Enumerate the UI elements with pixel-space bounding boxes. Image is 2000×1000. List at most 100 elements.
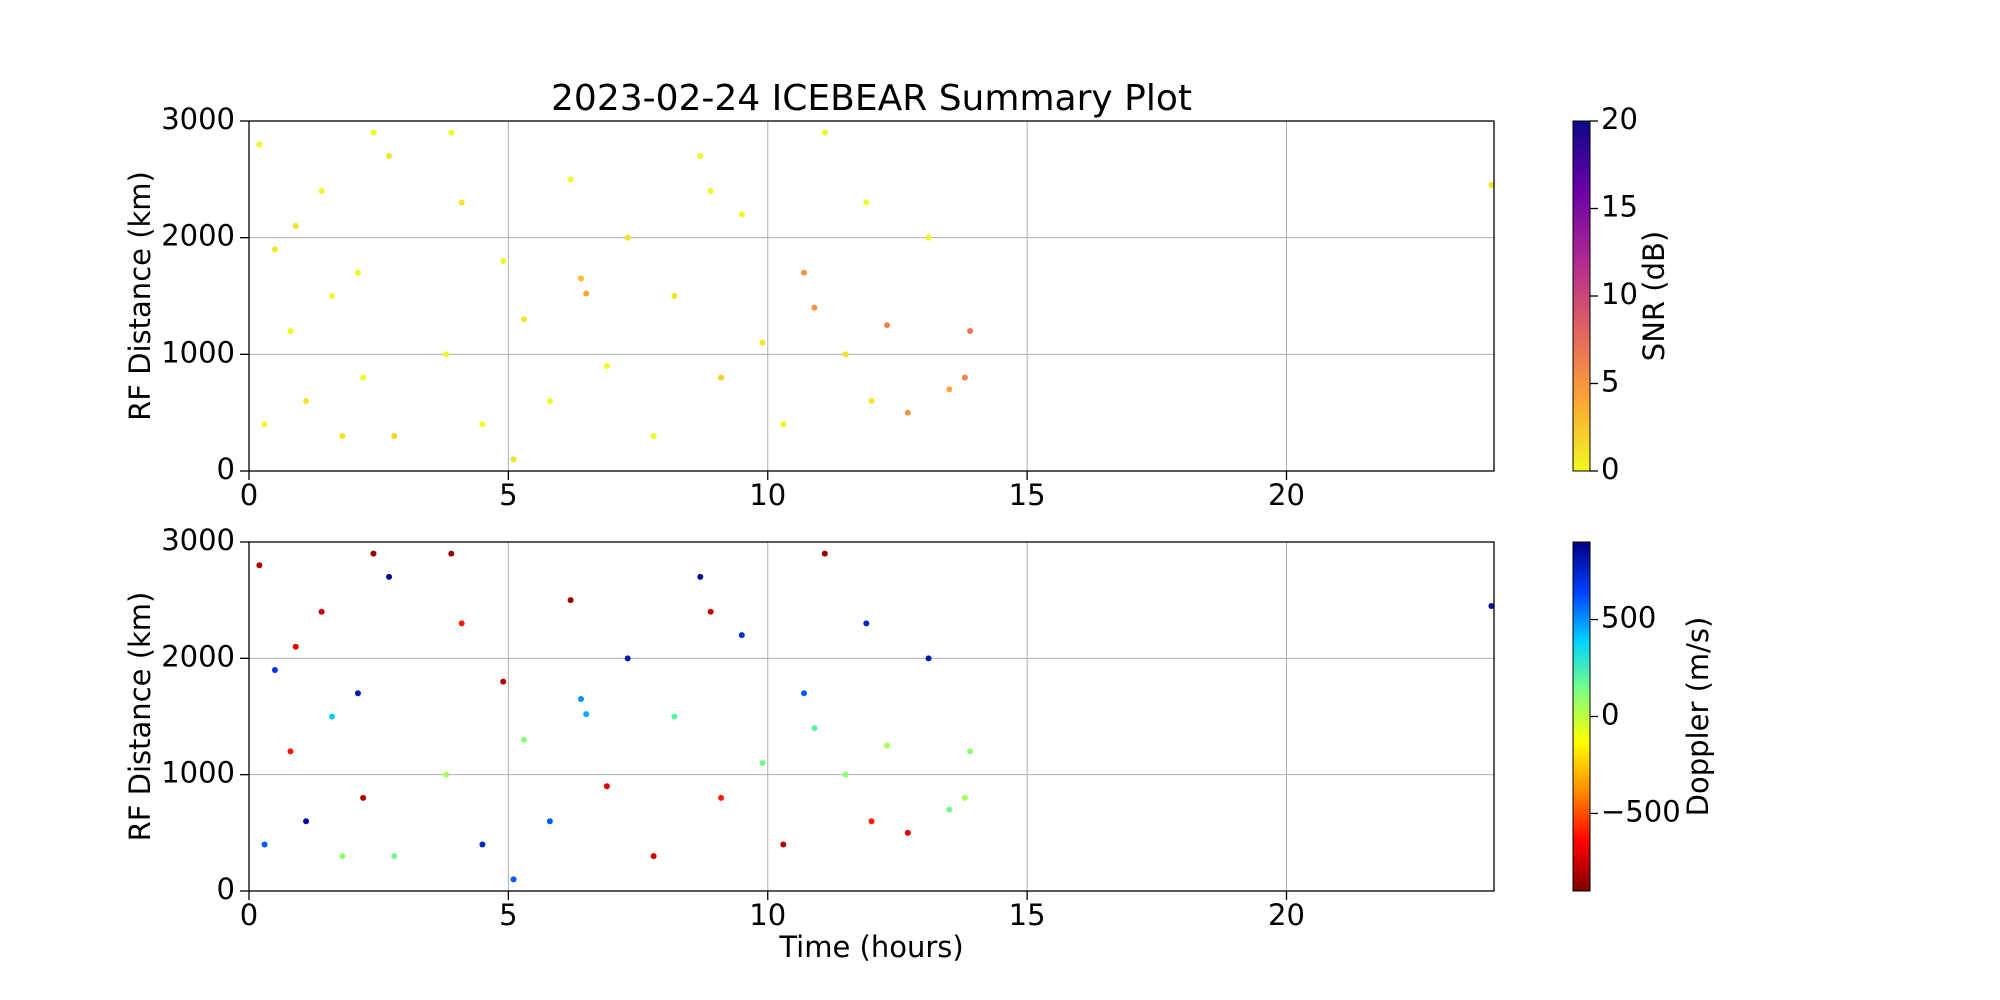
data-point [448, 129, 455, 136]
data-point [448, 550, 455, 557]
data-point [271, 246, 278, 253]
data-point [842, 351, 849, 358]
data-point [697, 153, 704, 159]
y-axis-label: RF Distance (km) [123, 592, 157, 842]
data-point [271, 666, 278, 673]
colorbar-tick-label: 0 [1601, 698, 1619, 732]
y-tick-label: 0 [217, 452, 235, 486]
plot-frame [248, 120, 1495, 472]
data-point [458, 620, 465, 627]
colorbar-tick-label: 500 [1601, 601, 1656, 635]
data-point [738, 632, 745, 639]
data-point [391, 433, 398, 439]
data-point [697, 573, 704, 580]
data-point [443, 771, 450, 778]
data-point [624, 655, 631, 662]
data-point [546, 398, 553, 404]
data-point [780, 841, 787, 848]
data-point [718, 374, 725, 381]
data-point [303, 818, 310, 825]
x-tick-label: 0 [240, 478, 258, 512]
colorbar [1572, 120, 1591, 472]
colorbar-tick-label: 20 [1601, 102, 1638, 136]
x-tick-label: 15 [1009, 478, 1046, 512]
colorbar [1572, 541, 1591, 892]
data-point [884, 322, 891, 329]
data-point [863, 199, 870, 206]
colorbar-tick-label: 10 [1601, 277, 1638, 311]
y-tick-label: 2000 [161, 639, 235, 673]
data-point [510, 456, 517, 463]
data-point [624, 234, 631, 241]
data-point [354, 690, 361, 697]
x-tick-label: 5 [499, 478, 517, 512]
data-point [811, 304, 818, 311]
data-point [925, 655, 932, 662]
data-point [1488, 182, 1495, 189]
data-point [329, 293, 335, 299]
data-point [287, 328, 294, 334]
data-point [863, 620, 870, 627]
data-point [904, 829, 911, 836]
data-point [386, 573, 393, 580]
data-point [443, 351, 450, 358]
data-point [567, 176, 574, 183]
data-point [287, 748, 294, 755]
data-point [961, 794, 968, 801]
data-point [500, 258, 507, 264]
colorbar-label: Doppler (m/s) [1681, 617, 1715, 817]
data-point [650, 433, 657, 439]
data-point [961, 374, 968, 381]
data-point [603, 363, 610, 369]
data-point [386, 153, 393, 159]
data-point [868, 398, 875, 404]
data-point [318, 188, 325, 194]
colorbar-tick-label: 5 [1601, 365, 1619, 399]
data-point [360, 794, 367, 801]
data-point [967, 748, 974, 755]
x-tick-label: 20 [1268, 898, 1305, 932]
y-tick-label: 1000 [161, 335, 235, 369]
y-tick-label: 0 [217, 872, 235, 906]
x-tick-label: 5 [499, 898, 517, 932]
x-tick-label: 15 [1009, 898, 1046, 932]
data-point [583, 711, 590, 718]
data-point [650, 853, 657, 860]
data-point [303, 398, 310, 404]
data-point [339, 433, 346, 439]
data-point [578, 696, 584, 703]
data-point [370, 550, 377, 557]
data-point [500, 678, 507, 685]
data-point [821, 550, 828, 557]
colorbar-tick-label: 0 [1601, 452, 1619, 486]
chart-title: 2023-02-24 ICEBEAR Summary Plot [551, 78, 1192, 119]
colorbar-tick-label: −500 [1601, 794, 1681, 828]
data-point [567, 597, 574, 604]
data-point [458, 199, 465, 206]
data-point [967, 328, 974, 334]
data-point [759, 760, 766, 767]
data-point [329, 713, 335, 720]
data-point [946, 386, 953, 393]
data-point [339, 853, 346, 860]
data-point [318, 608, 325, 615]
data-point [1488, 602, 1495, 609]
colorbar-label: SNR (dB) [1637, 231, 1671, 361]
data-point [256, 562, 263, 569]
data-point [354, 269, 361, 276]
x-tick-label: 10 [749, 898, 786, 932]
data-point [801, 690, 808, 697]
data-point [811, 725, 818, 732]
data-point [510, 876, 517, 883]
plot-frame [248, 541, 1495, 892]
data-point [578, 275, 584, 282]
data-point [370, 129, 377, 136]
y-tick-label: 3000 [161, 102, 235, 136]
data-point [707, 608, 714, 615]
data-point [884, 742, 891, 749]
x-tick-label: 0 [240, 898, 258, 932]
data-point [718, 794, 725, 801]
colorbar-tick-label: 15 [1601, 190, 1638, 224]
data-point [801, 269, 808, 276]
